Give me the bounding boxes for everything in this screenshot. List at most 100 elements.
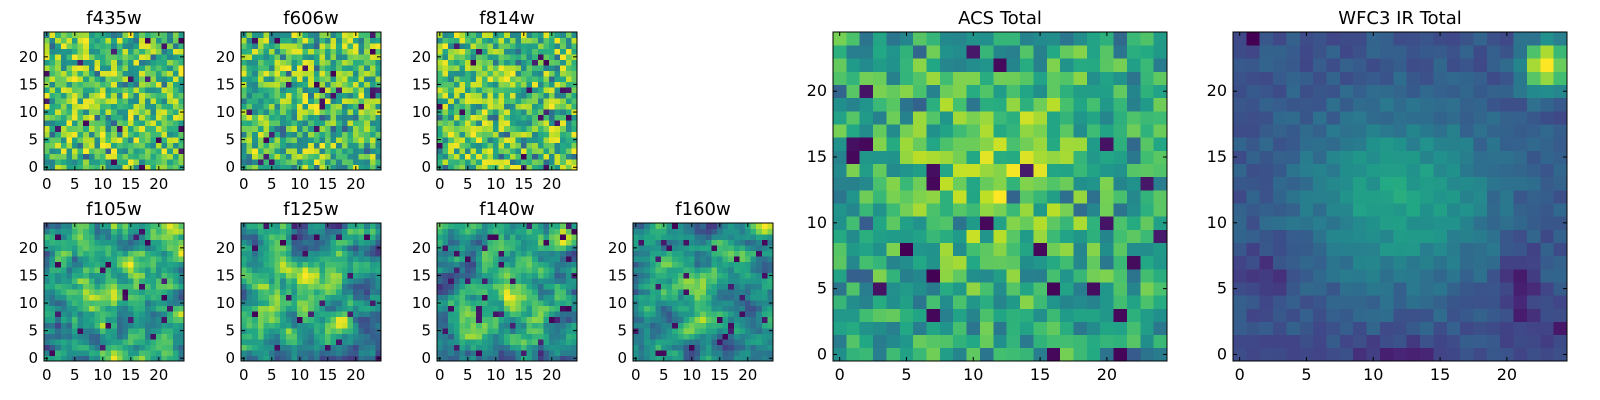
heatmap-cell: [241, 87, 247, 94]
heatmap-cell: [341, 300, 348, 307]
heatmap-cell: [353, 333, 359, 340]
heatmap-cell: [94, 120, 101, 127]
heatmap-cell: [49, 305, 56, 312]
heatmap-cell: [341, 43, 348, 49]
heatmap-cell: [543, 109, 550, 116]
heatmap-cell: [661, 311, 667, 318]
heatmap-cell: [241, 278, 247, 285]
heatmap-cell: [694, 305, 701, 312]
heatmap-cell: [560, 92, 567, 99]
heatmap-cell: [150, 234, 157, 240]
heatmap-cell: [358, 338, 365, 345]
heatmap-cell: [144, 228, 151, 235]
heatmap-cell: [481, 32, 488, 38]
heatmap-cell: [77, 114, 84, 121]
heatmap-cell: [66, 153, 73, 160]
heatmap-cell: [554, 322, 561, 329]
heatmap-cell: [252, 272, 259, 279]
heatmap-cell: [453, 142, 460, 149]
heatmap-cell: [543, 278, 550, 285]
heatmap-cell: [139, 305, 146, 312]
heatmap-cell: [476, 158, 483, 165]
heatmap-cell: [761, 333, 768, 340]
heatmap-cell: [476, 327, 483, 334]
heatmap-cell: [66, 37, 73, 44]
heatmap-cell: [705, 239, 712, 246]
heatmap-cell: [280, 98, 287, 105]
heatmap-cell: [60, 223, 67, 229]
heatmap-cell: [308, 228, 315, 235]
heatmap-cell: [521, 305, 527, 312]
heatmap-cell: [846, 295, 861, 309]
heatmap-cell: [111, 103, 118, 110]
heatmap-cell: [280, 283, 287, 290]
heatmap-cell: [364, 32, 371, 38]
heatmap-cell: [111, 32, 118, 38]
heatmap-cell: [549, 344, 555, 351]
heatmap-cell: [111, 136, 118, 143]
heatmap-cell: [105, 355, 112, 362]
heatmap-cell: [353, 289, 359, 296]
heatmap-cell: [1153, 203, 1168, 217]
heatmap-cell: [543, 81, 550, 88]
heatmap-cell: [161, 338, 168, 345]
heatmap-cell: [560, 223, 567, 229]
heatmap-cell: [77, 131, 84, 138]
heatmap-cell: [122, 125, 129, 132]
heatmap-cell: [263, 43, 270, 49]
heatmap-cell: [565, 234, 572, 240]
heatmap-cell: [1006, 308, 1021, 322]
heatmap-cell: [859, 150, 874, 164]
heatmap-cell: [353, 158, 359, 165]
heatmap-cell: [111, 278, 118, 285]
heatmap-cell: [325, 327, 331, 334]
heatmap-cell: [481, 316, 488, 323]
heatmap-cell: [60, 272, 67, 279]
heatmap-cell: [750, 344, 757, 351]
heatmap-cell: [347, 136, 354, 143]
heatmap-cell: [993, 176, 1008, 191]
heatmap-cell: [953, 308, 967, 322]
heatmap-cell: [178, 120, 185, 127]
heatmap-cell: [526, 81, 533, 88]
heatmap-cell: [481, 87, 488, 94]
heatmap-cell: [341, 114, 348, 121]
heatmap-cell: [308, 344, 315, 351]
heatmap-cell: [487, 349, 494, 356]
heatmap-cell: [448, 278, 455, 285]
heatmap-cell: [77, 32, 84, 38]
heatmap-cell: [83, 344, 90, 351]
heatmap-cell: [308, 355, 315, 362]
heatmap-cell: [1020, 308, 1034, 322]
heatmap-cell: [644, 261, 651, 268]
heatmap-cell: [347, 261, 354, 268]
heatmap-cell: [655, 311, 662, 318]
heatmap-cell: [694, 333, 701, 340]
heatmap-cell: [1006, 347, 1021, 362]
heatmap-cell: [1140, 295, 1155, 309]
heatmap-cell: [358, 153, 365, 160]
heatmap-cell: [859, 308, 874, 322]
heatmap-cell: [459, 114, 466, 121]
heatmap-cell: [672, 283, 679, 290]
heatmap-cell: [532, 355, 539, 362]
heatmap-cell: [285, 59, 292, 66]
heatmap-cell: [549, 65, 555, 72]
heatmap-cell: [899, 321, 914, 336]
heatmap-cell: [509, 87, 516, 94]
heatmap-cell: [554, 158, 561, 165]
heatmap-cell: [705, 344, 712, 351]
heatmap-cell: [105, 114, 112, 121]
heatmap-cell: [756, 234, 763, 240]
heatmap-cell: [369, 245, 376, 251]
heatmap-cell: [241, 256, 247, 263]
heatmap-cell: [100, 43, 106, 49]
heatmap-cell: [532, 81, 539, 88]
heatmap-cell: [537, 109, 544, 116]
heatmap-cell: [150, 305, 157, 312]
heatmap-cell: [537, 164, 544, 171]
heatmap-cell: [167, 223, 174, 229]
heatmap-cell: [761, 223, 768, 229]
heatmap-cell: [1113, 295, 1128, 309]
heatmap-cell: [88, 125, 95, 132]
